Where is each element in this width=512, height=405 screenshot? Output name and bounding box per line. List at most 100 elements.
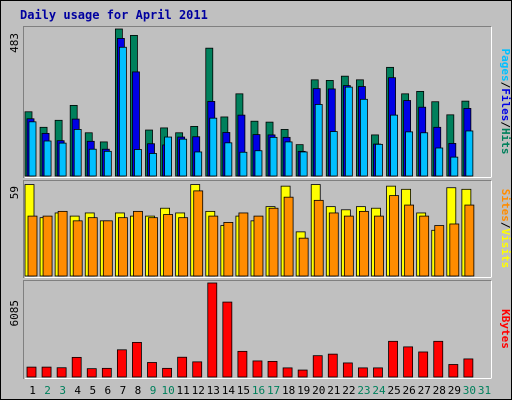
- x-tick-day-22: 22: [342, 384, 355, 397]
- bar-kbytes-day-1: [26, 366, 37, 378]
- bar-sites-day-26: [404, 204, 415, 277]
- bar-kbytes-day-13: [207, 282, 218, 378]
- bar-kbytes-day-19: [297, 369, 308, 378]
- bar-kbytes-day-24: [373, 367, 383, 378]
- bar-sites-day-12: [193, 190, 204, 277]
- x-tick-day-25: 25: [387, 384, 400, 397]
- bar-pages-day-19: [299, 151, 308, 177]
- x-tick-day-6: 6: [105, 384, 112, 397]
- bar-pages-day-9: [149, 153, 157, 177]
- bar-sites-day-22: [343, 215, 354, 277]
- bar-sites-day-3: [57, 210, 68, 277]
- panel-top-legend: Pages/Files/Hits: [499, 49, 512, 155]
- bar-sites-day-7: [117, 217, 128, 277]
- x-tick-day-24: 24: [372, 384, 386, 397]
- x-tick-day-29: 29: [448, 384, 461, 397]
- bar-pages-day-10: [164, 136, 172, 177]
- bar-pages-day-11: [179, 138, 188, 177]
- bar-sites-day-8: [133, 210, 143, 277]
- x-tick-day-28: 28: [433, 384, 446, 397]
- bar-pages-day-23: [360, 98, 368, 177]
- legend-kbytes: KBytes: [499, 309, 512, 349]
- x-tick-day-19: 19: [297, 384, 310, 397]
- bar-sites-day-6: [102, 220, 113, 277]
- bar-sites-day-30: [464, 204, 475, 277]
- bar-sites-day-10: [163, 214, 173, 277]
- bar-kbytes-day-3: [56, 367, 67, 378]
- x-tick-day-23: 23: [357, 384, 370, 397]
- bar-kbytes-day-10: [162, 367, 172, 378]
- x-tick-day-17: 17: [267, 384, 280, 397]
- bar-kbytes-day-8: [132, 341, 142, 378]
- bar-sites-day-20: [313, 199, 324, 277]
- panel-bottom-legend: KBytes: [499, 309, 512, 349]
- bar-kbytes-day-7: [116, 349, 127, 378]
- bar-pages-day-18: [284, 141, 293, 177]
- bar-pages-day-21: [329, 131, 338, 177]
- bar-sites-day-5: [87, 217, 98, 277]
- bar-sites-day-28: [434, 225, 445, 277]
- bar-sites-day-1: [27, 215, 38, 277]
- x-tick-day-31: 31: [478, 384, 491, 397]
- bar-sites-day-19: [298, 237, 309, 277]
- legend-sites: Sites: [499, 189, 512, 222]
- bar-pages-day-15: [239, 151, 248, 177]
- x-tick-day-9: 9: [150, 384, 157, 397]
- bar-pages-day-14: [224, 142, 233, 177]
- panel-middle-ytick: 59: [8, 186, 21, 199]
- bar-kbytes-day-29: [448, 364, 459, 378]
- panel-bottom: 6085 KBytes: [8, 280, 512, 379]
- bar-pages-day-25: [390, 114, 398, 177]
- bar-kbytes-day-26: [403, 346, 414, 378]
- bar-pages-day-6: [103, 150, 112, 177]
- panel-middle-legend: Sites/Visits: [499, 189, 512, 269]
- legend-pages: Pages: [499, 49, 512, 82]
- x-tick-day-12: 12: [192, 384, 205, 397]
- legend-separator: /: [499, 121, 512, 128]
- bar-kbytes-day-25: [388, 340, 398, 378]
- bar-sites-day-14: [223, 222, 234, 277]
- bar-pages-day-28: [435, 147, 444, 177]
- bar-kbytes-day-6: [101, 367, 112, 378]
- bar-pages-day-1: [28, 121, 37, 177]
- bar-sites-day-11: [178, 217, 189, 277]
- x-tick-day-11: 11: [177, 384, 190, 397]
- bar-pages-day-24: [375, 143, 383, 177]
- bar-pages-day-26: [405, 131, 414, 177]
- x-tick-day-8: 8: [135, 384, 142, 397]
- bar-sites-day-23: [359, 210, 369, 277]
- bar-kbytes-day-15: [237, 350, 248, 378]
- bar-kbytes-day-28: [433, 340, 444, 378]
- bar-sites-day-16: [253, 215, 264, 277]
- legend-separator: /: [499, 82, 512, 89]
- bar-pages-day-2: [43, 140, 52, 177]
- bar-kbytes-day-9: [147, 362, 157, 378]
- bar-pages-day-7: [118, 46, 127, 177]
- bar-sites-day-25: [389, 195, 399, 277]
- bar-sites-day-27: [419, 215, 430, 277]
- x-tick-day-16: 16: [252, 384, 265, 397]
- x-axis-labels: 1 2 3 4 5 6 7 8 9 10 11 12 13 14 15 16 17 18 19 20 21 22 23 24 2…: [29, 384, 491, 397]
- bar-pages-day-16: [254, 150, 263, 177]
- bar-sites-day-15: [238, 212, 249, 277]
- panel-middle: 59 Sites/Visits: [8, 180, 512, 278]
- bar-kbytes-day-21: [327, 353, 338, 378]
- x-tick-day-7: 7: [120, 384, 127, 397]
- bar-kbytes-day-18: [282, 367, 293, 378]
- x-tick-day-20: 20: [312, 384, 325, 397]
- legend-separator: /: [499, 222, 512, 229]
- bar-kbytes-day-4: [71, 356, 82, 378]
- bar-pages-day-12: [194, 151, 203, 177]
- bar-pages-day-4: [73, 129, 82, 177]
- legend-hits: Hits: [499, 128, 512, 155]
- bar-kbytes-day-2: [41, 366, 52, 378]
- bar-kbytes-day-17: [267, 360, 278, 378]
- bar-kbytes-day-27: [418, 351, 429, 378]
- legend-visits: Visits: [499, 229, 512, 269]
- bar-kbytes-day-23: [358, 367, 368, 378]
- x-tick-day-3: 3: [59, 384, 66, 397]
- bar-pages-day-13: [209, 117, 218, 177]
- bar-sites-day-17: [268, 207, 279, 277]
